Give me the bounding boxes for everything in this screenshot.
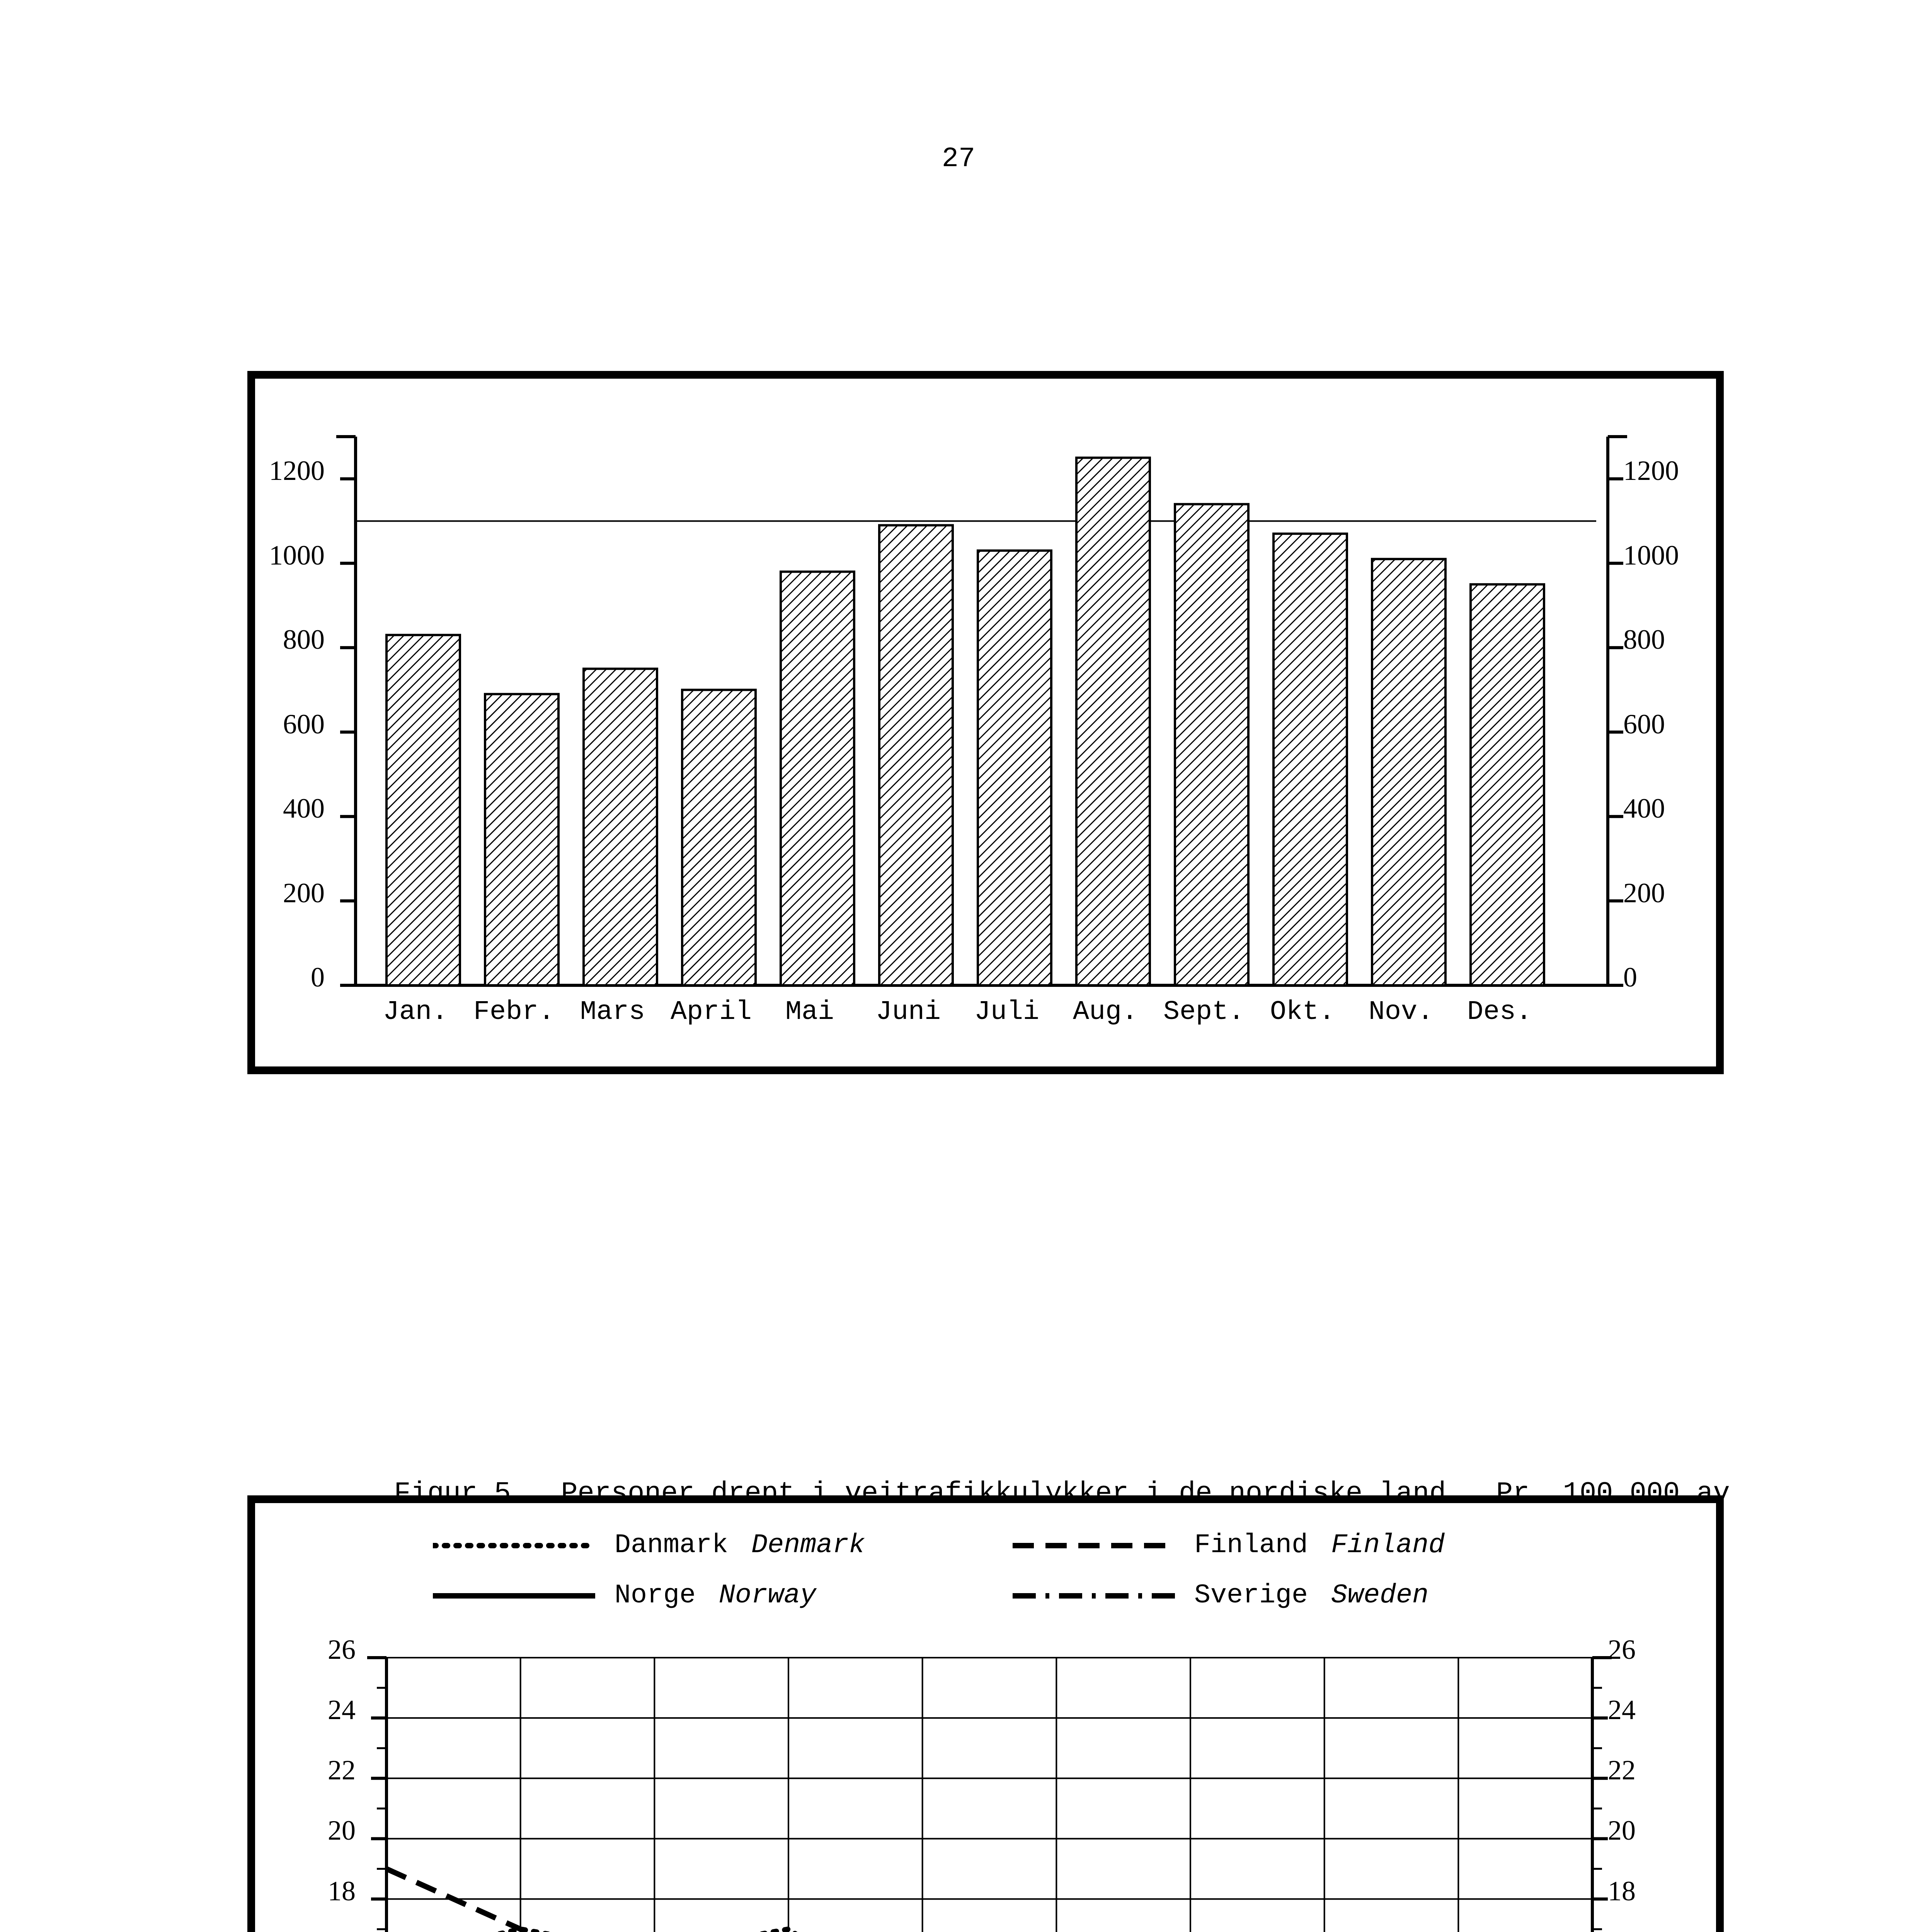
figure-5-ytick-right: 18: [1608, 1875, 1636, 1907]
legend-swatch-solid: [433, 1588, 595, 1604]
figure-4-xlabel: Aug.: [1057, 997, 1154, 1027]
figure-5-legend-item: Sverige Sweden: [1013, 1580, 1428, 1611]
legend-label-no: Norge: [615, 1580, 696, 1611]
figure-4-ytick-left: 400: [283, 793, 325, 825]
figure-4-xlabel: Mars: [564, 997, 661, 1027]
figure-4-ytick-left: 200: [283, 877, 325, 909]
figure-4-ytick-right: 0: [1623, 961, 1637, 993]
figure-4-xlabel: Juni: [860, 997, 957, 1027]
figure-4-ytick-left: 1200: [269, 455, 325, 487]
figure-4-ytick-right: 600: [1623, 708, 1665, 740]
figure-4-xlabel: Febr.: [466, 997, 562, 1027]
figure-4-ytick-right: 1200: [1623, 455, 1679, 487]
figure-4-ytick-right: 400: [1623, 793, 1665, 825]
legend-swatch-dashdot: [1013, 1588, 1175, 1604]
legend-label-en: Denmark: [751, 1530, 865, 1561]
figure-5-ytick-right: 24: [1608, 1694, 1636, 1726]
figure-4-ytick-left: 0: [311, 961, 325, 993]
figure-4-xlabel: Juli: [958, 997, 1055, 1027]
figure-4-ytick-right: 1000: [1623, 539, 1679, 571]
figure-5-ytick-left: 20: [328, 1815, 356, 1847]
figure-5-legend-item: Finland Finland: [1013, 1530, 1445, 1561]
figure-5-ytick-left: 18: [328, 1875, 356, 1907]
figure-4-ytick-right: 800: [1623, 624, 1665, 656]
figure-4-box: [247, 371, 1724, 1074]
legend-label-no: Danmark: [615, 1530, 728, 1561]
legend-label-no: Sverige: [1194, 1580, 1308, 1611]
figure-4-xlabel: Nov.: [1353, 997, 1449, 1027]
legend-swatch-dashed: [1013, 1538, 1175, 1553]
page-number: 27: [0, 143, 1917, 175]
figure-4-ytick-left: 600: [283, 708, 325, 740]
figure-4-xlabel: Jan.: [367, 997, 464, 1027]
legend-label-en: Finland: [1331, 1530, 1445, 1561]
figure-4-xlabel: Sept.: [1156, 997, 1252, 1027]
legend-label-en: Norway: [719, 1580, 816, 1611]
figure-5-legend-item: Norge Norway: [433, 1580, 816, 1611]
figure-4-xlabel: April: [663, 997, 759, 1027]
legend-swatch-dotted: [433, 1538, 595, 1553]
figure-4-xlabel: Mai: [761, 997, 858, 1027]
figure-5-ytick-left: 22: [328, 1754, 356, 1786]
legend-label-en: Sweden: [1331, 1580, 1428, 1611]
page: 27 Figur 4. Personer drept eller skadd, …: [0, 0, 1917, 1932]
figure-4-ytick-right: 200: [1623, 877, 1665, 909]
figure-5-chart: [255, 1503, 1716, 1932]
figure-5-ytick-left: 24: [328, 1694, 356, 1726]
figure-4-chart: [255, 379, 1716, 1066]
figure-5-ytick-left: 26: [328, 1634, 356, 1666]
figure-5-legend-item: Danmark Denmark: [433, 1530, 865, 1561]
figure-5-box: [247, 1495, 1724, 1932]
figure-4-xlabel: Des.: [1451, 997, 1548, 1027]
figure-4-ytick-left: 1000: [269, 539, 325, 571]
figure-4-xlabel: Okt.: [1254, 997, 1351, 1027]
figure-4-ytick-left: 800: [283, 624, 325, 656]
figure-5-ytick-right: 26: [1608, 1634, 1636, 1666]
figure-5-ytick-right: 22: [1608, 1754, 1636, 1786]
legend-label-no: Finland: [1194, 1530, 1308, 1561]
figure-5-ytick-right: 20: [1608, 1815, 1636, 1847]
